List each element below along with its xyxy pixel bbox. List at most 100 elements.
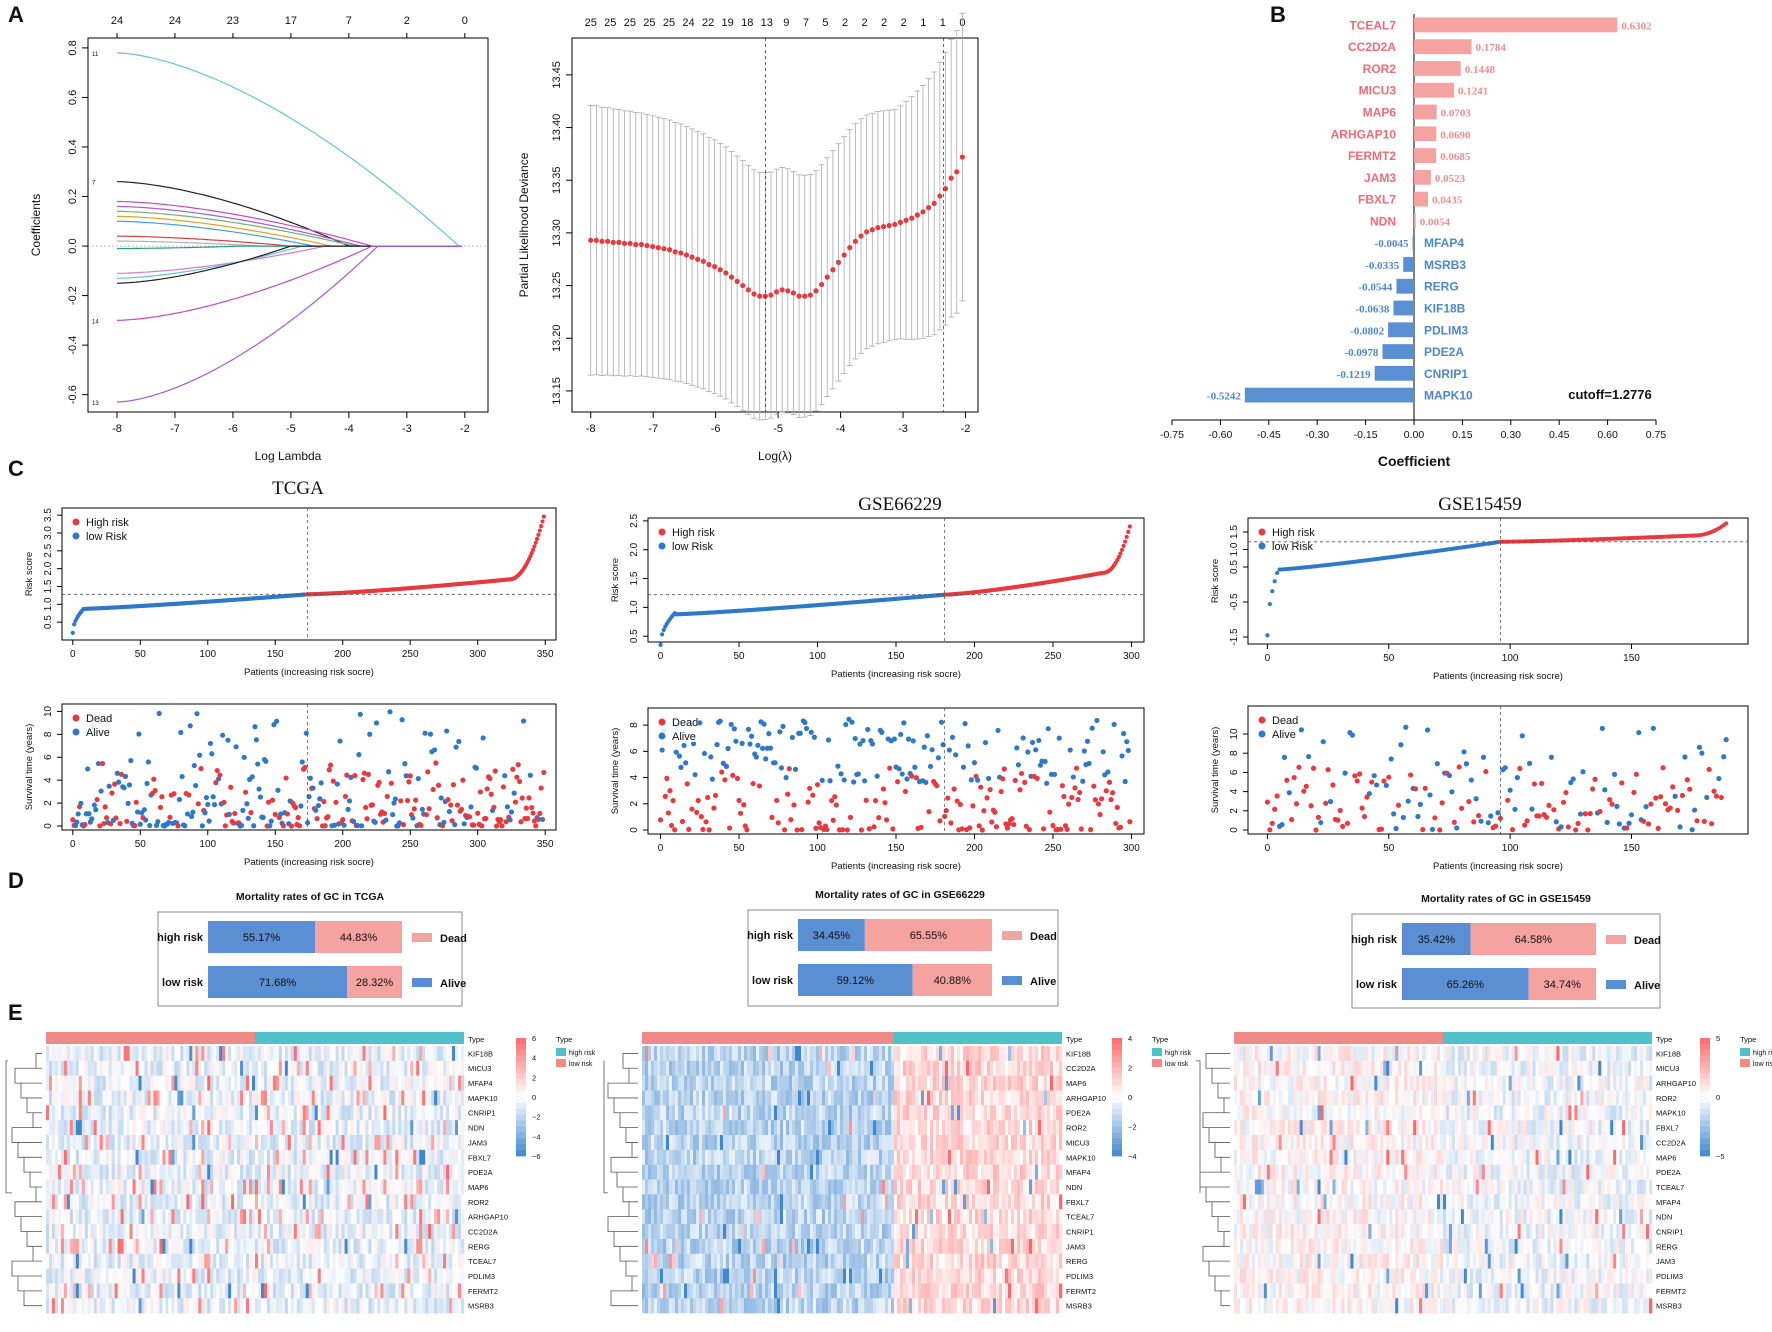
alive-point xyxy=(199,823,205,829)
heatmap-cell xyxy=(183,1268,187,1284)
alive-point xyxy=(341,822,347,828)
heatmap-cell xyxy=(60,1224,65,1240)
heatmap-cell xyxy=(189,1164,193,1180)
heatmap-cell xyxy=(81,1209,86,1225)
dead-point xyxy=(913,775,920,781)
dead-point xyxy=(221,799,227,805)
heatmap-cell xyxy=(458,1253,462,1269)
heatmap-cell xyxy=(353,1149,357,1166)
heatmap-cell xyxy=(392,1209,396,1225)
heatmap-cell xyxy=(132,1253,136,1269)
heatmap-cell xyxy=(362,1046,366,1062)
heatmap-cell xyxy=(293,1194,298,1210)
dead-point xyxy=(376,779,382,786)
alive-point xyxy=(203,794,210,801)
heatmap-cell xyxy=(320,1194,324,1210)
heatmap-cell xyxy=(260,1075,265,1091)
heatmap-cell xyxy=(69,1194,74,1210)
heatmap-cell xyxy=(57,1046,62,1062)
heatmap-cell xyxy=(452,1253,456,1269)
y-tick-label: 8 xyxy=(43,731,54,737)
heatmap-cell xyxy=(114,1120,118,1136)
heatmap-cell xyxy=(120,1060,124,1076)
heatmap-cell xyxy=(204,1164,208,1180)
path-label: 13 xyxy=(92,401,99,407)
heatmap-cell xyxy=(335,1120,339,1136)
dead-point xyxy=(407,773,413,779)
heatmap-cell xyxy=(296,1149,301,1166)
heatmap-cell xyxy=(434,1060,438,1076)
heatmap-cell xyxy=(126,1135,130,1151)
heatmap-cell xyxy=(75,1298,80,1314)
heatmap-cell xyxy=(54,1060,59,1076)
heatmap-cell xyxy=(153,1283,157,1299)
heatmap-cell xyxy=(228,1194,232,1210)
heatmap-cell xyxy=(401,1120,405,1136)
dead-point xyxy=(1269,820,1275,826)
heatmap-cell xyxy=(69,1268,74,1284)
heatmap-cell xyxy=(195,1209,199,1225)
alive-point xyxy=(310,785,316,791)
heatmap-cell xyxy=(207,1283,211,1299)
heatmap-cell xyxy=(210,1283,214,1299)
heatmap-cell xyxy=(195,1224,199,1240)
heatmap-cell xyxy=(410,1283,414,1299)
heatmap-cells xyxy=(46,1046,465,1314)
heatmap-cell xyxy=(293,1120,298,1136)
alive-point xyxy=(869,741,876,747)
heatmap-cell xyxy=(84,1149,89,1166)
heatmap-cell xyxy=(105,1268,109,1284)
heatmap-cell xyxy=(398,1298,402,1314)
heatmap-cell xyxy=(138,1179,142,1195)
heatmap-cell xyxy=(344,1075,348,1091)
heatmap-cell xyxy=(141,1135,145,1151)
x-tick-label: -8 xyxy=(112,423,122,435)
heatmap-cell xyxy=(290,1060,295,1076)
dead-point xyxy=(228,784,234,790)
alive-point xyxy=(1056,735,1062,741)
heatmap-cell xyxy=(90,1298,95,1314)
heatmap-cell xyxy=(231,1149,235,1166)
heatmap-cell xyxy=(347,1164,351,1180)
heatmap-cell xyxy=(389,1105,393,1121)
dead-bar xyxy=(347,966,402,998)
alive-point xyxy=(1434,761,1440,767)
heatmap-cell xyxy=(93,1135,98,1151)
heatmap-cell xyxy=(246,1268,250,1284)
heatmap-cell xyxy=(204,1046,208,1062)
heatmap-cell xyxy=(413,1135,417,1151)
plot-frame xyxy=(87,37,489,413)
heatmap-cell xyxy=(198,1253,202,1269)
heatmap-cell xyxy=(299,1164,304,1180)
heatmap-cell xyxy=(446,1268,450,1284)
y-tick-label: 4 xyxy=(629,774,640,780)
alive-point xyxy=(1100,749,1106,755)
heatmap-cell xyxy=(243,1283,247,1299)
heatmap-cell xyxy=(126,1283,130,1299)
heatmap-cell xyxy=(290,1238,295,1255)
coefficient-bar xyxy=(1374,365,1414,381)
heatmap-cell xyxy=(329,1283,333,1299)
heatmap-cell xyxy=(87,1298,92,1314)
heatmap-cell xyxy=(461,1075,465,1091)
heatmap-cell xyxy=(237,1209,241,1225)
heatmap-cell xyxy=(323,1135,327,1151)
heatmap-cell xyxy=(222,1046,226,1062)
y-tick-label: 2.0 xyxy=(43,561,54,575)
heatmap-cell xyxy=(374,1209,378,1225)
heatmap-cell xyxy=(174,1253,178,1269)
alive-point xyxy=(256,786,262,792)
heatmap-cell xyxy=(180,1164,184,1180)
alive-point xyxy=(1721,754,1727,760)
heatmap-cell xyxy=(102,1135,107,1151)
heatmap-cell xyxy=(66,1060,71,1076)
heatmap-cell xyxy=(78,1179,83,1195)
deviance-point xyxy=(621,240,628,247)
dead-point xyxy=(1563,789,1569,796)
heatmap-cell xyxy=(395,1268,399,1284)
dead-point xyxy=(774,797,780,804)
heatmap-cell xyxy=(135,1238,139,1255)
heatmap-cell xyxy=(428,1283,432,1299)
heatmap-cell xyxy=(305,1194,310,1210)
heatmap-cell xyxy=(204,1075,208,1091)
